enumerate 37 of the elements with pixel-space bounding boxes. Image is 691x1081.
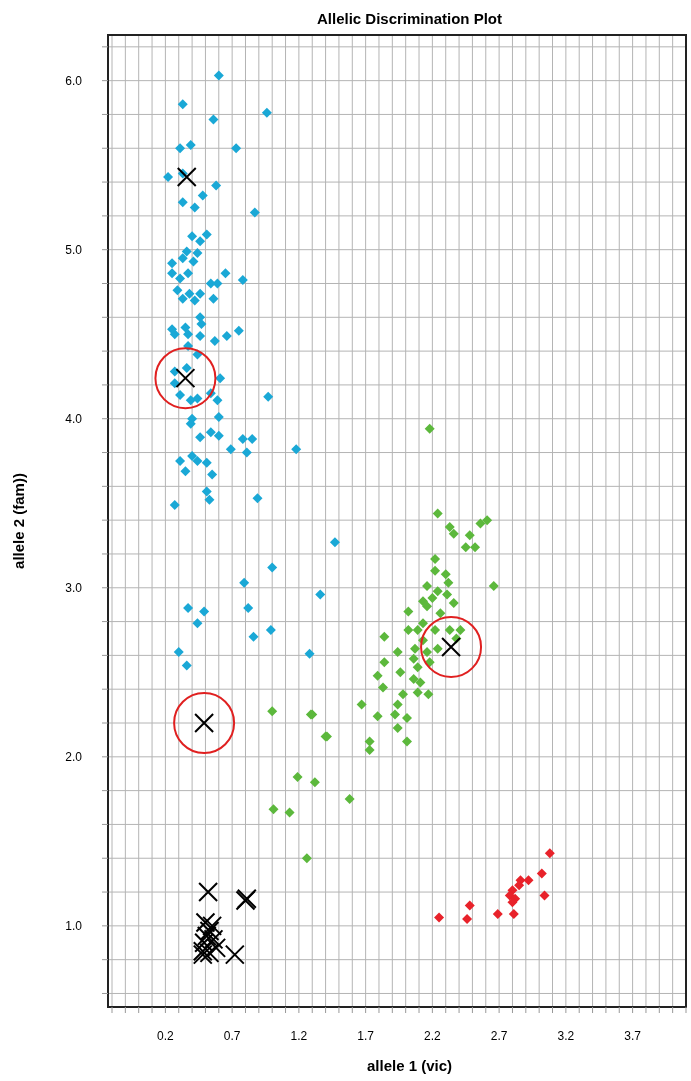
point <box>202 915 223 936</box>
chart-title: Allelic Discrimination Plot <box>316 10 503 27</box>
point <box>198 882 219 903</box>
point <box>196 926 217 946</box>
point <box>194 932 215 953</box>
point <box>224 944 245 965</box>
x-tick-label: 0.7 <box>223 1029 241 1043</box>
point <box>434 912 445 923</box>
point <box>523 875 534 886</box>
x-tick-label: 1.2 <box>290 1029 308 1043</box>
y-axis-title: allele 2 (fam)) <box>10 473 27 569</box>
x-tick-label: 2.7 <box>490 1029 508 1043</box>
x-tick-label: 0.2 <box>157 1029 175 1043</box>
point <box>464 900 475 911</box>
y-tick-label: 5.0 <box>65 242 83 257</box>
point <box>176 167 197 187</box>
x-tick-label: 3.7 <box>624 1029 642 1043</box>
point <box>203 929 224 950</box>
y-tick-label: 4.0 <box>65 411 83 426</box>
point <box>195 912 216 933</box>
point <box>199 920 220 941</box>
x-tick-label: 3.2 <box>557 1029 575 1043</box>
y-tick-label: 1.0 <box>65 919 83 934</box>
y-tick-label: 3.0 <box>65 580 83 595</box>
x-tick-label: 1.7 <box>357 1029 375 1043</box>
point <box>536 868 547 879</box>
x-tick-label: 2.2 <box>424 1029 442 1043</box>
point <box>199 942 220 963</box>
point <box>492 909 503 920</box>
point <box>462 914 473 925</box>
y-tick-label: 2.0 <box>65 750 83 765</box>
x-axis-title: allele 1 (vic) <box>366 1057 453 1074</box>
point <box>544 848 555 859</box>
point <box>539 890 550 901</box>
y-tick-label: 6.0 <box>65 73 83 88</box>
point <box>508 909 519 920</box>
point <box>206 937 227 958</box>
